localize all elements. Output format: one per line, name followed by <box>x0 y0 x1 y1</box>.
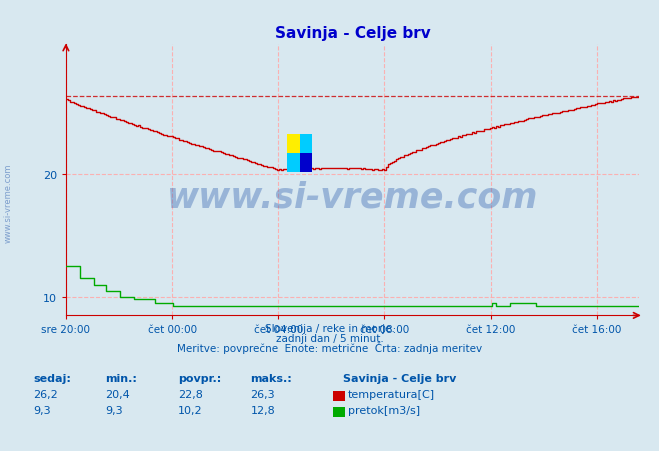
Text: 12,8: 12,8 <box>250 405 275 414</box>
Text: 26,2: 26,2 <box>33 389 58 399</box>
Text: sedaj:: sedaj: <box>33 373 71 383</box>
Text: zadnji dan / 5 minut.: zadnji dan / 5 minut. <box>275 333 384 343</box>
Text: Slovenija / reke in morje.: Slovenija / reke in morje. <box>264 323 395 333</box>
Bar <box>300 134 312 153</box>
Text: maks.:: maks.: <box>250 373 292 383</box>
Text: Savinja - Celje brv: Savinja - Celje brv <box>343 373 456 383</box>
Text: Meritve: povprečne  Enote: metrične  Črta: zadnja meritev: Meritve: povprečne Enote: metrične Črta:… <box>177 341 482 353</box>
Text: povpr.:: povpr.: <box>178 373 221 383</box>
Text: 20,4: 20,4 <box>105 389 130 399</box>
Text: 9,3: 9,3 <box>105 405 123 414</box>
Text: www.si-vreme.com: www.si-vreme.com <box>3 163 13 243</box>
Text: 10,2: 10,2 <box>178 405 202 414</box>
Bar <box>300 153 312 172</box>
Bar <box>287 134 300 153</box>
Bar <box>287 153 300 172</box>
Text: min.:: min.: <box>105 373 137 383</box>
Text: 22,8: 22,8 <box>178 389 203 399</box>
Text: 26,3: 26,3 <box>250 389 275 399</box>
Text: temperatura[C]: temperatura[C] <box>348 389 435 399</box>
Text: 9,3: 9,3 <box>33 405 51 414</box>
Text: pretok[m3/s]: pretok[m3/s] <box>348 405 420 414</box>
Text: www.si-vreme.com: www.si-vreme.com <box>167 179 538 214</box>
Title: Savinja - Celje brv: Savinja - Celje brv <box>275 26 430 41</box>
